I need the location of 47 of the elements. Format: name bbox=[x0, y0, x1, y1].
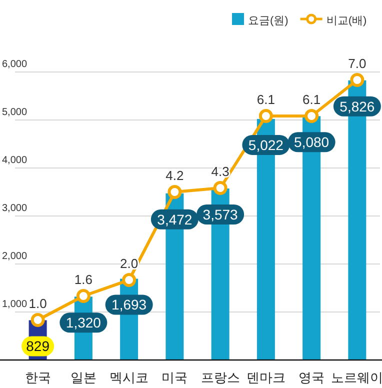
x-tick-label: 프랑스 bbox=[200, 370, 240, 385]
y-tick-label: 1,000 bbox=[2, 299, 28, 310]
x-tick-label: 한국 bbox=[24, 370, 51, 385]
bar-label: 5,022 bbox=[242, 134, 290, 155]
point bbox=[30, 313, 45, 327]
x-tick-label: 덴마크 bbox=[246, 370, 286, 385]
bar-label: 1,320 bbox=[60, 312, 108, 333]
data-label: 1,693 bbox=[112, 296, 147, 313]
y-tick-label: 2,000 bbox=[2, 251, 28, 262]
bar-label: 3,573 bbox=[196, 204, 244, 224]
legend-label: 비교(배) bbox=[326, 15, 367, 27]
legend-label: 요금(원) bbox=[248, 15, 288, 27]
data-label: 5,022 bbox=[248, 136, 284, 153]
data-label: 3,573 bbox=[202, 206, 238, 222]
data-label: 5,826 bbox=[340, 98, 375, 114]
point bbox=[213, 181, 228, 195]
data-label: 1.6 bbox=[74, 272, 92, 287]
x-tick-label: 멕시코 bbox=[110, 370, 149, 385]
x-tick-label: 미국 bbox=[162, 370, 188, 385]
data-label: 5,080 bbox=[294, 134, 330, 150]
data-label: 4.3 bbox=[211, 164, 230, 179]
bar-label: 5,826 bbox=[333, 96, 381, 116]
point bbox=[258, 109, 273, 123]
data-label: 7.0 bbox=[348, 56, 366, 71]
bar-label: 3,472 bbox=[150, 209, 198, 230]
x-tick-label: 노르웨이 bbox=[331, 370, 382, 385]
y-tick-label: 4,000 bbox=[2, 155, 28, 166]
point bbox=[304, 109, 319, 123]
data-label: 1.0 bbox=[28, 296, 47, 311]
bar-label: 1,693 bbox=[105, 294, 153, 315]
data-label: 829 bbox=[26, 338, 50, 354]
bar-label: 5,080 bbox=[288, 132, 336, 152]
y-tick-label: 6,000 bbox=[2, 59, 28, 70]
point bbox=[168, 185, 182, 199]
x-tick-label: 일본 bbox=[70, 370, 96, 385]
data-label: 6.1 bbox=[302, 92, 321, 107]
data-label: 4.2 bbox=[166, 168, 184, 183]
data-label: 1,320 bbox=[66, 314, 102, 331]
point bbox=[122, 273, 136, 287]
point bbox=[76, 289, 90, 303]
point bbox=[350, 73, 364, 87]
data-label: 6.1 bbox=[256, 92, 275, 107]
bar-label: 829 bbox=[22, 336, 54, 356]
data-label: 3,472 bbox=[157, 211, 192, 228]
x-tick-label: 영국 bbox=[298, 370, 325, 385]
y-tick-label: 5,000 bbox=[2, 107, 28, 118]
y-tick-label: 3,000 bbox=[2, 203, 28, 214]
